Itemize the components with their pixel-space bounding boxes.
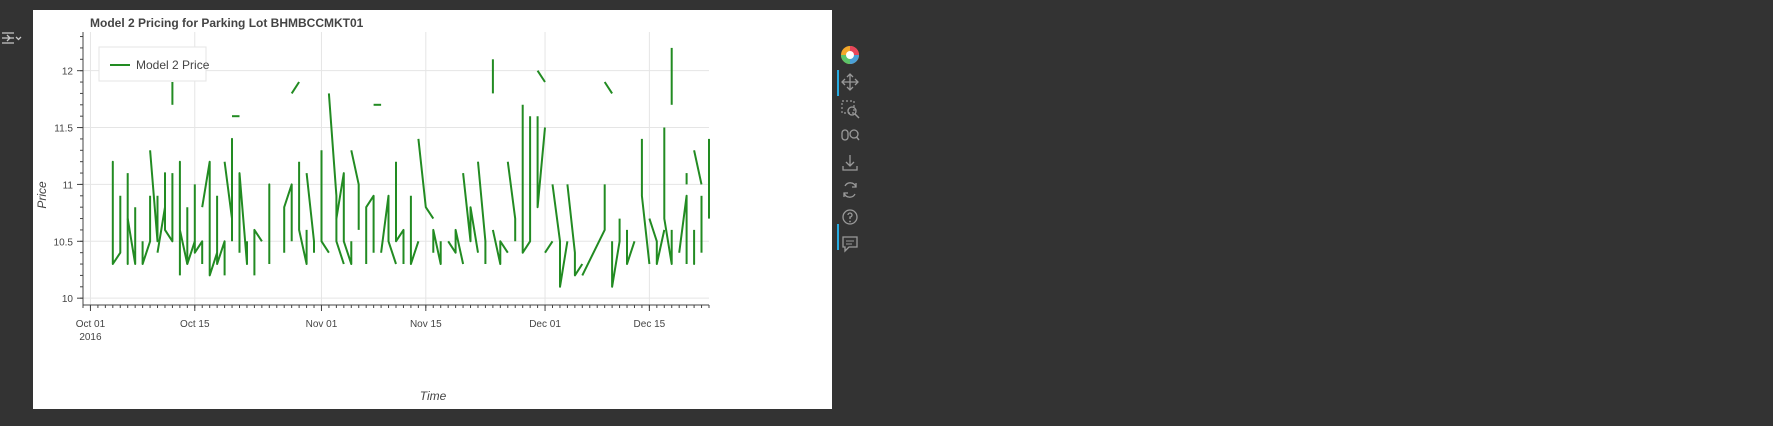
series-line-segment bbox=[521, 104, 532, 254]
chart-card: Model 2 Pricing for Parking Lot BHMBCCMK… bbox=[33, 10, 860, 409]
series-line-segment bbox=[640, 138, 651, 265]
series-line-segment bbox=[611, 218, 621, 288]
box-zoom-icon[interactable] bbox=[839, 98, 861, 120]
chart-title: Model 2 Pricing for Parking Lot BHMBCCMK… bbox=[90, 16, 364, 30]
x-tick-label: Dec 01 bbox=[529, 319, 561, 330]
y-tick-label: 11 bbox=[63, 180, 74, 191]
series-line-segment bbox=[462, 172, 479, 253]
x-axis-ticks: Oct 01 2016 Oct 15 Nov 01 Nov 15 Dec 01 Dec 15 bbox=[76, 305, 710, 343]
series-lines bbox=[111, 47, 710, 288]
series-line-segment bbox=[447, 228, 465, 265]
y-tick-label: 10 bbox=[62, 294, 74, 305]
series-line-segment bbox=[380, 194, 397, 265]
series-line-segment bbox=[626, 229, 636, 265]
series-line-segment bbox=[581, 184, 606, 276]
series-line-segment bbox=[193, 184, 204, 264]
series-line-segment bbox=[693, 150, 703, 185]
series-line-segment bbox=[290, 81, 300, 94]
series-line-segment bbox=[283, 183, 293, 253]
active-tool-marker bbox=[837, 224, 839, 250]
series-line-segment bbox=[216, 195, 226, 276]
series-line-segment bbox=[432, 228, 442, 265]
reset-icon[interactable] bbox=[839, 179, 861, 201]
x-tick-label: Nov 01 bbox=[306, 319, 338, 330]
hover-icon[interactable] bbox=[839, 233, 861, 255]
help-icon[interactable] bbox=[839, 206, 861, 228]
series-line-segment bbox=[253, 228, 263, 276]
series-line-segment bbox=[678, 194, 688, 264]
series-line-segment bbox=[327, 93, 345, 265]
series-line-segment bbox=[126, 207, 137, 265]
chart-toolbar bbox=[837, 44, 865, 284]
series-line-segment bbox=[409, 195, 420, 265]
chart: Model 2 Pricing for Parking Lot BHMBCCMK… bbox=[35, 16, 710, 403]
wheel-zoom-icon[interactable] bbox=[839, 125, 861, 147]
pan-icon[interactable] bbox=[839, 71, 861, 93]
x-axis-label: Time bbox=[420, 389, 447, 403]
series-line-segment bbox=[491, 229, 509, 265]
x-tick-sublabel: 2016 bbox=[79, 332, 102, 343]
series-line-segment bbox=[149, 150, 159, 243]
series-line-segment bbox=[141, 195, 152, 265]
series-line-segment bbox=[566, 184, 584, 277]
series-line-segment bbox=[350, 150, 360, 230]
active-tool-marker bbox=[837, 70, 839, 96]
series-line-segment bbox=[477, 161, 487, 264]
series-line-segment bbox=[603, 81, 613, 94]
y-tick-label: 10.5 bbox=[54, 237, 74, 248]
series-line-segment bbox=[298, 161, 308, 265]
series-line-segment bbox=[536, 116, 546, 209]
series-line-segment bbox=[417, 138, 435, 220]
y-tick-label: 12 bbox=[62, 67, 74, 78]
y-axis-ticks: 10 10.5 11 11.5 12 bbox=[54, 36, 83, 305]
bokeh-logo-icon[interactable] bbox=[839, 44, 861, 66]
y-tick-label: 11.5 bbox=[54, 124, 73, 135]
legend-label: Model 2 Price bbox=[136, 58, 210, 72]
legend: Model 2 Price bbox=[98, 46, 210, 82]
series-line-segment bbox=[544, 240, 554, 254]
x-tick-label: Oct 01 bbox=[76, 319, 106, 330]
series-line-segment bbox=[186, 207, 196, 265]
series-line-segment bbox=[305, 172, 315, 253]
series-line-segment bbox=[223, 137, 233, 242]
series-line-segment bbox=[335, 172, 353, 265]
series-line-segment bbox=[320, 150, 330, 254]
series-line-segment bbox=[365, 194, 375, 264]
series-line-segment bbox=[506, 161, 517, 242]
series-line-segment bbox=[395, 161, 405, 264]
x-tick-label: Oct 15 bbox=[180, 319, 210, 330]
series-line-segment bbox=[238, 172, 248, 265]
series-line-segment bbox=[648, 218, 666, 265]
series-line-segment bbox=[663, 127, 673, 265]
series-line-segment bbox=[178, 160, 189, 276]
series-line-segment bbox=[156, 172, 174, 253]
save-icon[interactable] bbox=[839, 152, 861, 174]
y-axis-label: Price bbox=[35, 181, 49, 209]
series-line-segment bbox=[551, 184, 569, 288]
series-line-segment bbox=[111, 160, 122, 265]
series-line-segment bbox=[201, 160, 219, 277]
x-tick-label: Nov 15 bbox=[410, 319, 442, 330]
series-line-segment bbox=[536, 70, 546, 83]
collapse-panel-icon[interactable] bbox=[0, 28, 22, 48]
x-tick-label: Dec 15 bbox=[634, 319, 666, 330]
